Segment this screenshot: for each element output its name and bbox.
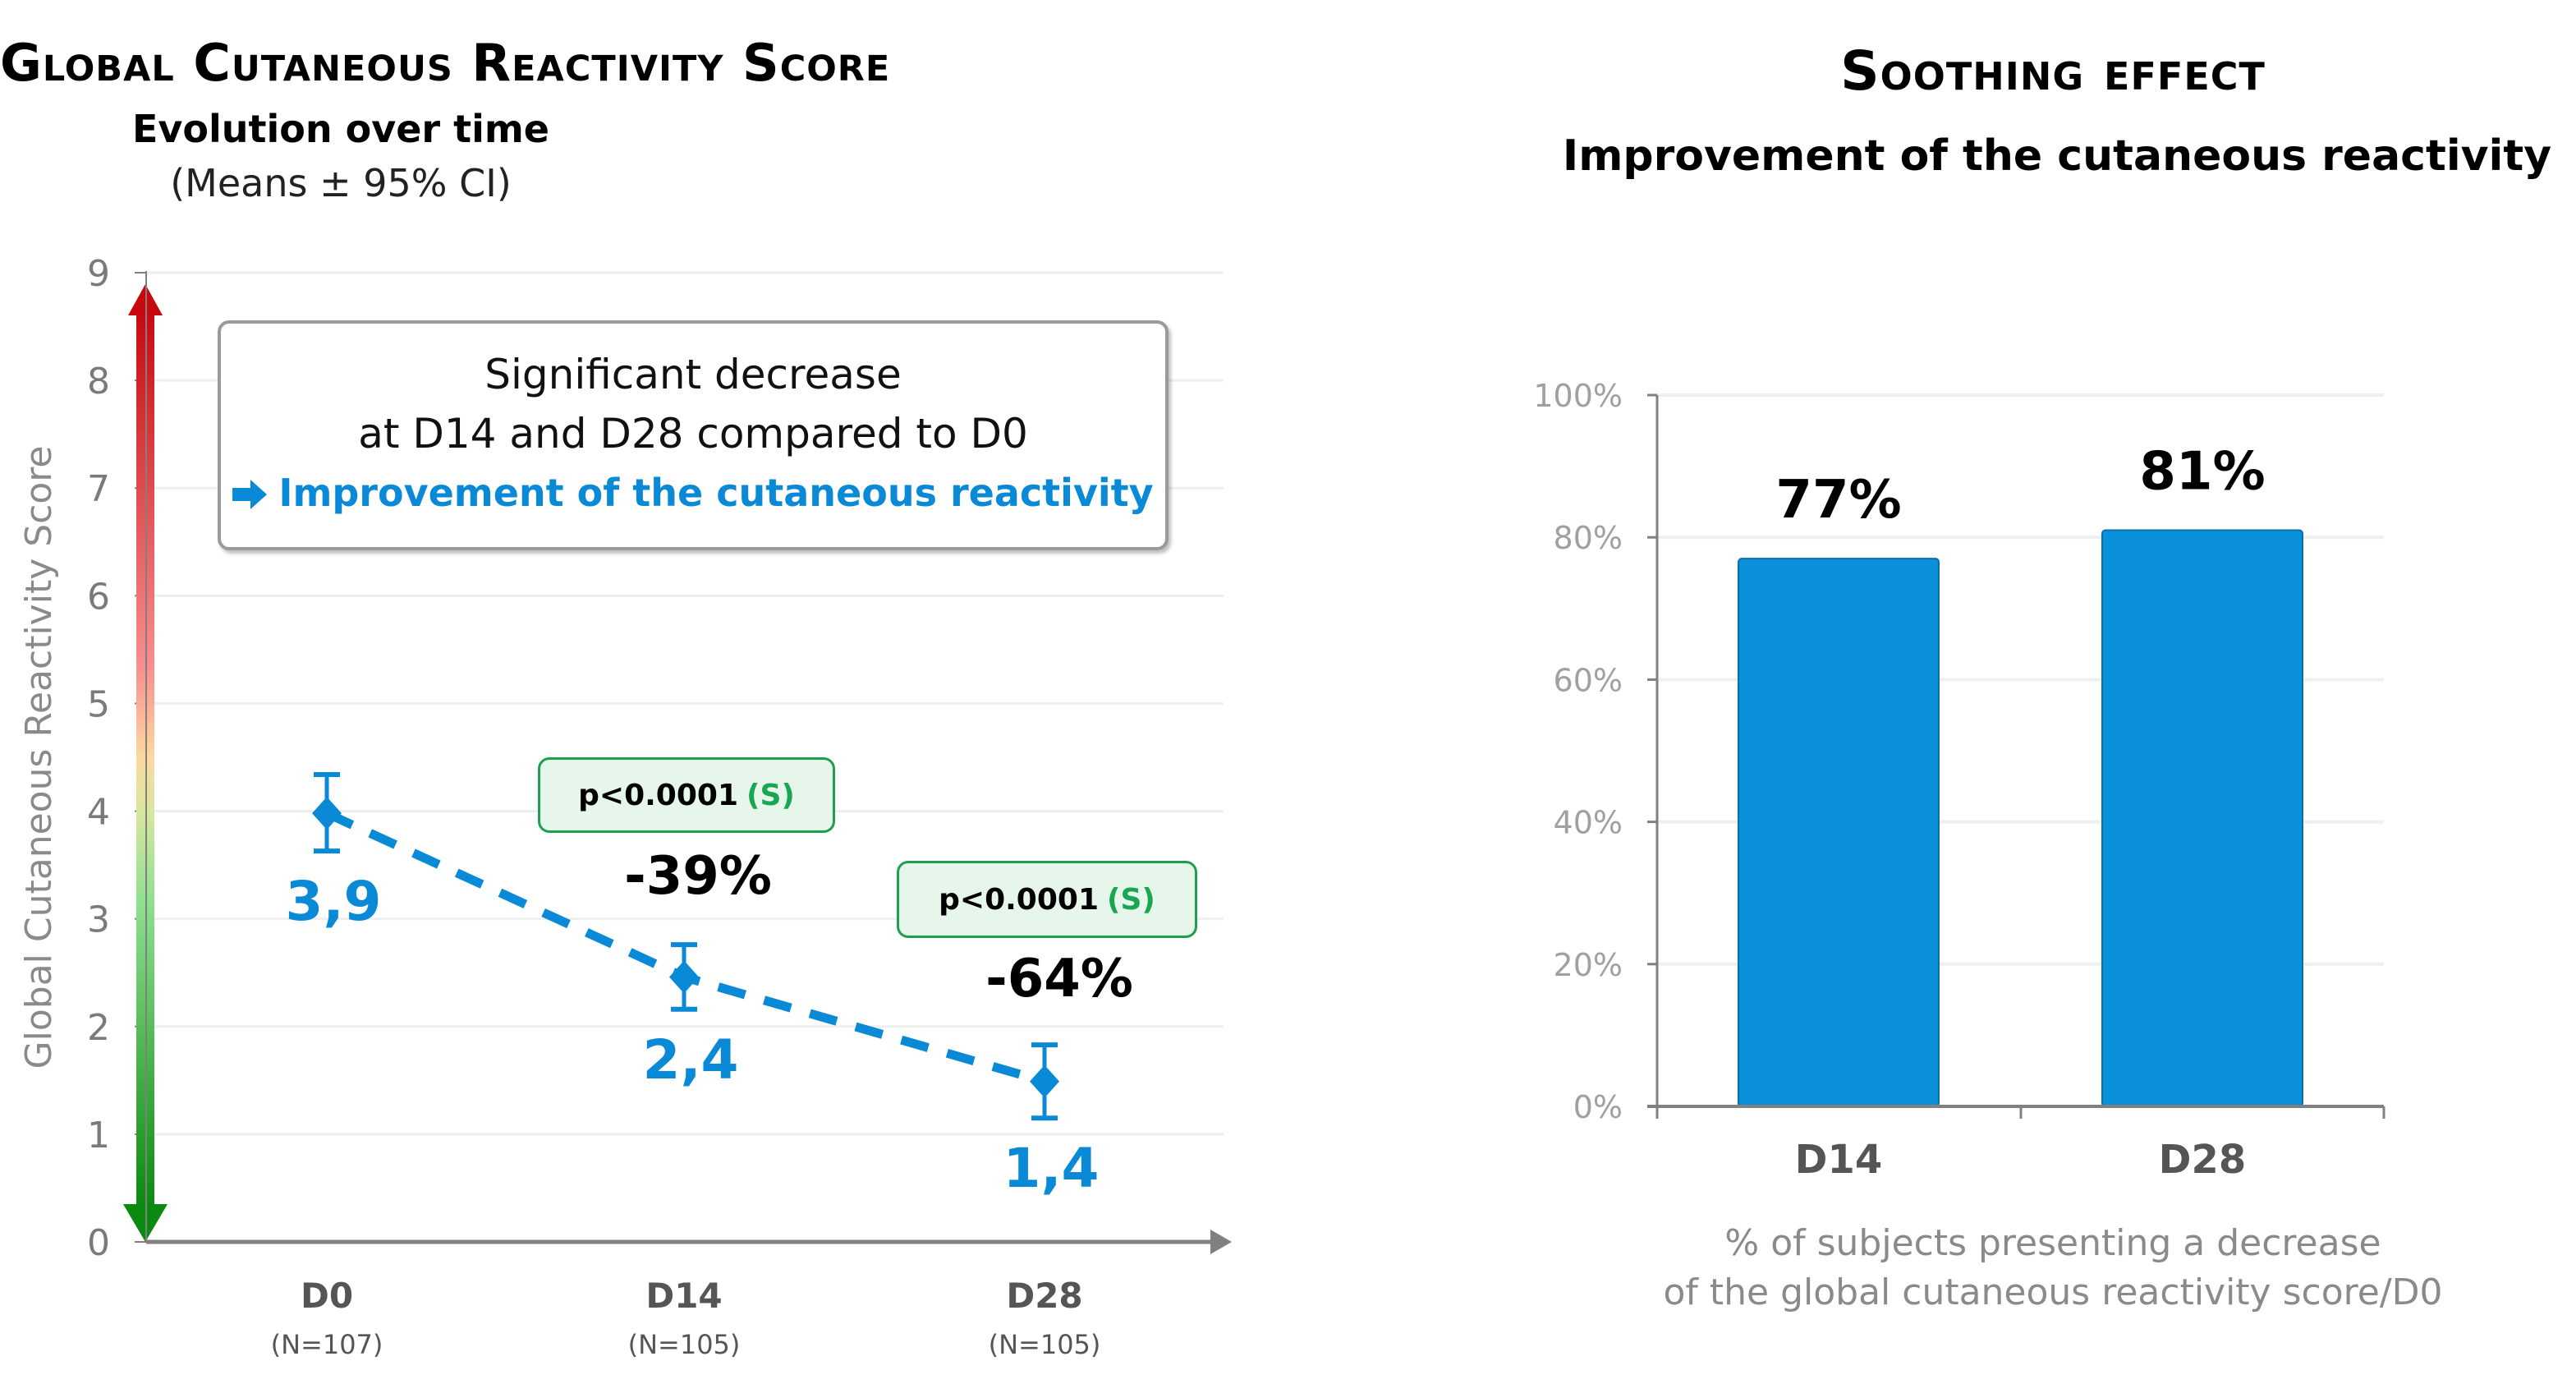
bar xyxy=(1738,558,1940,1107)
x-category-sublabel: (N=107) xyxy=(271,1329,383,1360)
data-label: 3,9 xyxy=(286,870,382,933)
percent-change-d14: -39% xyxy=(624,846,772,907)
left-y-tick-label: 8 xyxy=(87,361,110,402)
left-y-tick-label: 9 xyxy=(87,253,110,295)
data-label: 2,4 xyxy=(643,1028,739,1092)
right-chart-title: Soothing effect xyxy=(1840,39,2266,103)
pvalue-box-d28: p<0.0001 (S) xyxy=(897,861,1197,938)
right-chart-subtitle: Improvement of the cutaneous reactivity xyxy=(1562,131,2552,181)
right-x-category-label: D28 xyxy=(2159,1137,2247,1183)
x-category-sublabel: (N=105) xyxy=(628,1329,741,1360)
left-chart-subtitle2: (Means ± 95% CI) xyxy=(170,161,512,205)
diamond-marker xyxy=(1030,1064,1059,1098)
note-line-2: at D14 and D28 compared to D0 xyxy=(358,410,1028,458)
right-chart-caption-line-1: % of subjects presenting a decrease xyxy=(1724,1222,2381,1264)
right-chart-caption-line-2: of the global cutaneous reactivity score… xyxy=(1663,1271,2443,1313)
diamond-marker xyxy=(312,797,342,830)
left-y-tick-label: 0 xyxy=(87,1222,110,1264)
bar-value-label: 77% xyxy=(1775,470,1901,531)
left-y-axis-label: Global Cutaneous Reactivity Score xyxy=(18,446,60,1069)
right-y-tick-label: 60% xyxy=(1554,662,1623,698)
left-y-tick-label: 3 xyxy=(87,899,110,941)
percent-change-d28: -64% xyxy=(985,949,1133,1009)
right-y-tick-label: 40% xyxy=(1554,805,1623,841)
left-y-tick-label: 5 xyxy=(87,683,110,725)
left-y-tick-label: 4 xyxy=(87,792,110,834)
significance-note-box: Significant decrease at D14 and D28 comp… xyxy=(218,320,1169,550)
x-category-label: D14 xyxy=(645,1276,722,1316)
bar-value-label: 81% xyxy=(2139,442,2265,503)
left-y-tick-label: 7 xyxy=(87,468,110,510)
left-y-tick-label: 6 xyxy=(87,576,110,618)
x-category-sublabel: (N=105) xyxy=(989,1329,1101,1360)
left-y-tick-label: 1 xyxy=(87,1115,110,1156)
left-chart-subtitle: Evolution over time xyxy=(131,107,550,151)
note-line-3: Improvement of the cutaneous reactivity xyxy=(221,463,1165,526)
diamond-marker xyxy=(669,960,699,994)
bar xyxy=(2101,529,2303,1107)
pvalue-box-d14: p<0.0001 (S) xyxy=(538,757,835,833)
right-y-tick-label: 20% xyxy=(1554,947,1623,983)
x-axis-arrow-icon xyxy=(1210,1230,1232,1254)
x-category-label: D0 xyxy=(301,1276,353,1316)
data-label: 1,4 xyxy=(1003,1137,1100,1200)
right-arrow-icon xyxy=(232,467,268,526)
left-y-tick-label: 2 xyxy=(87,1007,110,1049)
right-x-category-label: D14 xyxy=(1795,1137,1883,1183)
note-line-1: Significant decrease xyxy=(484,351,902,398)
right-y-tick-label: 80% xyxy=(1554,520,1623,556)
right-y-tick-label: 100% xyxy=(1533,378,1623,414)
x-category-label: D28 xyxy=(1006,1276,1082,1316)
right-y-tick-label: 0% xyxy=(1573,1089,1623,1125)
